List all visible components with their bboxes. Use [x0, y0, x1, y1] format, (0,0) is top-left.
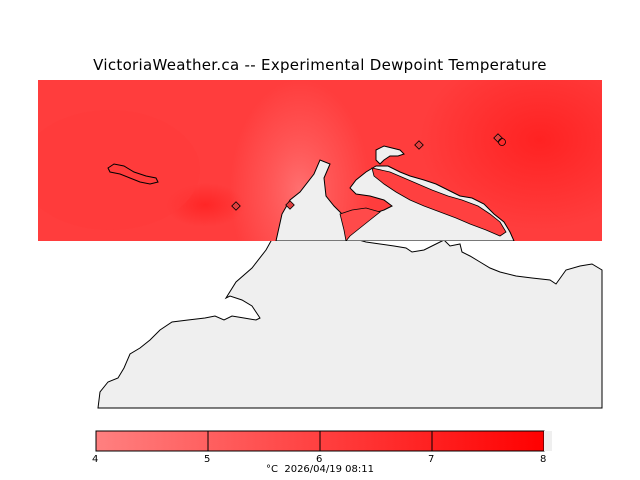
legend-unit: °C	[266, 464, 278, 475]
legend-timestamp: 2026/04/19 08:11	[284, 464, 374, 475]
legend-caption: °C 2026/04/19 08:11	[0, 464, 640, 475]
legend-tick-8: 8	[540, 454, 547, 465]
station-2-diamond-marker[interactable]	[285, 200, 295, 210]
coast-detail-north	[375, 145, 405, 165]
station-4-diamond-marker[interactable]	[493, 133, 503, 143]
station-5-diamond-marker[interactable]	[498, 138, 506, 146]
color-legend	[95, 430, 552, 452]
island-west	[107, 163, 159, 185]
station-markers	[231, 133, 506, 211]
legend-tick-4: 4	[92, 454, 99, 465]
dewpoint-field	[38, 80, 602, 241]
map-title: VictoriaWeather.ca -- Experimental Dewpo…	[93, 56, 547, 74]
station-1-diamond-marker[interactable]	[231, 201, 241, 211]
legend-tick-7: 7	[428, 454, 435, 465]
legend-tick-6: 6	[316, 454, 323, 465]
station-3-diamond-marker[interactable]	[414, 140, 424, 150]
legend-tick-5: 5	[204, 454, 211, 465]
